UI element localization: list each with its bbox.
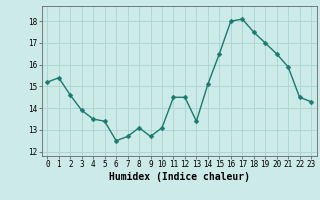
- X-axis label: Humidex (Indice chaleur): Humidex (Indice chaleur): [109, 172, 250, 182]
